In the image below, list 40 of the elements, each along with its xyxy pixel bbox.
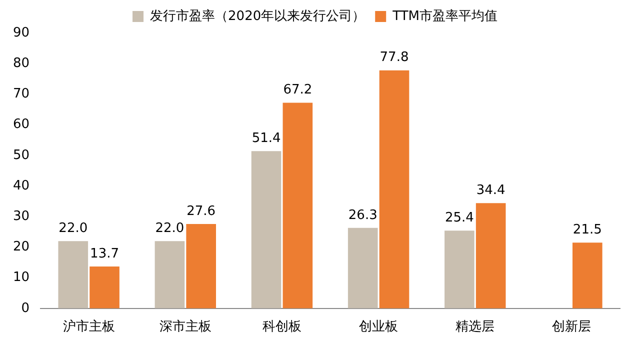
y-tick-label: 10 (12, 270, 30, 286)
data-label: 67.2 (283, 82, 312, 98)
legend-label: 发行市盈率（2020年以来发行公司） (150, 8, 366, 24)
bar (90, 266, 120, 308)
y-tick-label: 80 (12, 56, 30, 71)
bar (379, 70, 410, 308)
bar (282, 102, 313, 308)
legend-label: TTM市盈率平均值 (392, 8, 498, 24)
bar (58, 241, 88, 308)
data-label: 22.0 (58, 220, 88, 236)
y-tick-label: 0 (21, 300, 30, 316)
x-tick-label: 科创板 (262, 320, 302, 335)
data-label: 77.8 (380, 50, 409, 66)
data-label: 34.4 (476, 183, 506, 198)
y-tick-label: 20 (12, 240, 30, 255)
data-label: 26.3 (348, 208, 378, 223)
bar (154, 241, 185, 308)
x-tick-label: 创新层 (552, 320, 592, 335)
y-tick-label: 40 (12, 178, 30, 194)
bar (476, 203, 506, 308)
y-tick-label: 50 (12, 148, 30, 163)
bar (348, 228, 378, 308)
data-label: 13.7 (90, 246, 119, 262)
data-label: 22.0 (155, 220, 184, 236)
bar (572, 242, 602, 308)
bar (444, 230, 474, 308)
data-label: 51.4 (252, 130, 281, 146)
x-tick-label: 深市主板 (159, 318, 212, 335)
data-label: 25.4 (444, 210, 474, 226)
bar (186, 224, 216, 308)
x-tick-label: 精选层 (456, 320, 495, 335)
y-tick-label: 90 (12, 25, 30, 40)
y-tick-label: 30 (12, 208, 30, 224)
bar (251, 151, 282, 308)
data-label: 27.6 (186, 204, 216, 219)
y-tick-label: 60 (12, 117, 30, 132)
data-label: 21.5 (572, 222, 602, 238)
x-tick-label: 创业板 (359, 320, 398, 335)
x-tick-label: 沪市主板 (62, 318, 115, 335)
y-tick-label: 70 (12, 86, 30, 102)
